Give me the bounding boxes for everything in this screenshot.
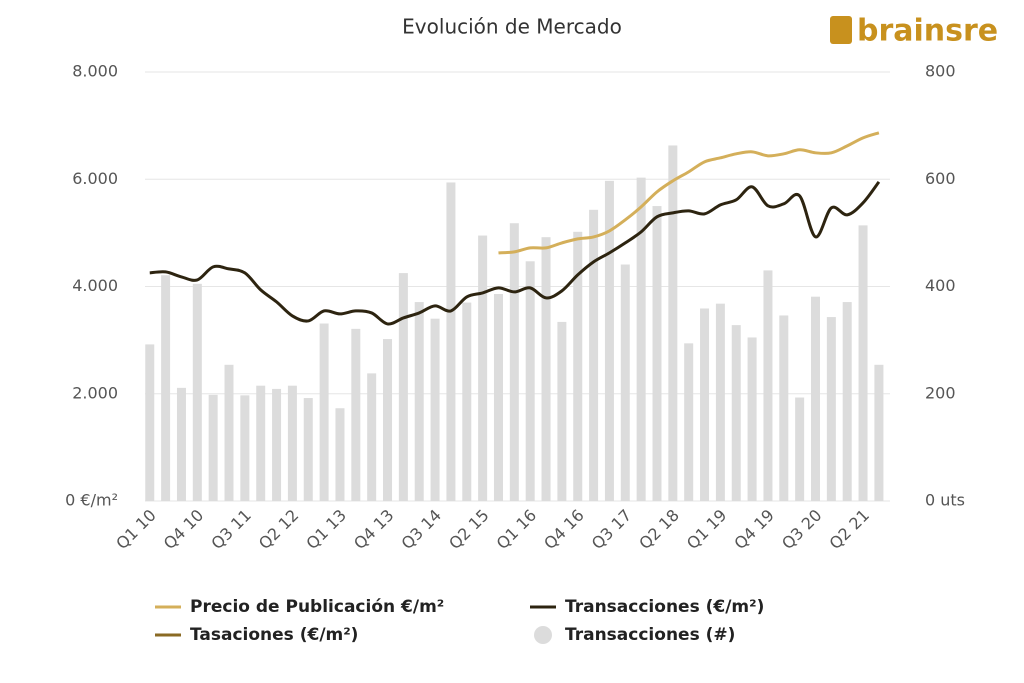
y-tick-label: 2.000: [72, 383, 118, 402]
y2-tick-label: 800: [925, 62, 956, 81]
y2-tick-label: 0 uts: [925, 491, 965, 510]
bar: [493, 294, 503, 501]
x-tick-label: Q1 19: [683, 506, 731, 554]
y2-tick-label: 200: [925, 383, 956, 402]
bar: [747, 337, 757, 501]
bar: [478, 235, 488, 501]
bar: [636, 177, 646, 502]
x-tick-label: Q3 14: [398, 506, 446, 554]
x-tick-label: Q2 12: [255, 506, 303, 554]
y2-tick-label: 400: [925, 276, 956, 295]
bar: [192, 283, 202, 501]
bar: [700, 308, 710, 501]
line: [149, 180, 881, 326]
bar: [795, 397, 805, 501]
line: [498, 131, 880, 255]
x-tick-label: Q4 16: [540, 506, 588, 554]
bar: [604, 180, 614, 501]
x-tick-label: Q2 21: [826, 506, 874, 554]
bar: [573, 231, 583, 502]
bar: [779, 315, 789, 501]
x-tick-label: Q3 17: [588, 506, 636, 554]
y-tick-label: 4.000: [72, 276, 118, 295]
x-tick-label: Q1 13: [302, 506, 350, 554]
bar: [303, 398, 313, 501]
bar: [224, 364, 234, 501]
bar: [335, 408, 345, 501]
legend-label: Transacciones (€/m²): [565, 597, 764, 617]
bar: [414, 302, 424, 501]
legend-swatch: [534, 626, 552, 644]
bar: [842, 302, 852, 501]
bar: [145, 344, 155, 501]
bar: [430, 318, 440, 501]
bar: [446, 182, 456, 501]
x-tick-label: Q2 15: [445, 506, 493, 554]
legend-label: Precio de Publicación €/m²: [190, 597, 444, 617]
x-tick-label: Q1 10: [112, 506, 160, 554]
legend-label: Transacciones (#): [565, 625, 735, 645]
bar: [874, 364, 884, 501]
bar: [287, 385, 297, 501]
bar: [398, 273, 408, 501]
logo-icon: [830, 16, 852, 44]
bar: [319, 323, 329, 501]
bar: [240, 395, 250, 501]
bar: [367, 373, 377, 501]
x-tick-label: Q4 10: [160, 506, 208, 554]
bar: [652, 206, 662, 501]
bar: [589, 209, 599, 501]
bar: [256, 385, 266, 501]
bar: [208, 394, 218, 501]
bar: [557, 321, 567, 501]
bar: [858, 225, 868, 501]
bar: [731, 325, 741, 501]
bar: [715, 303, 725, 501]
y-tick-label: 6.000: [72, 169, 118, 188]
bar: [272, 388, 282, 501]
logo: brainsre: [857, 14, 998, 49]
bar: [161, 275, 171, 501]
bar: [763, 270, 773, 501]
bar: [462, 302, 472, 501]
bar: [541, 237, 551, 502]
x-tick-label: Q1 16: [493, 506, 541, 554]
bar: [383, 339, 393, 501]
bar: [620, 264, 630, 501]
bar: [684, 343, 694, 501]
bar: [351, 328, 361, 501]
y-tick-label: 8.000: [72, 62, 118, 81]
bar: [509, 223, 519, 501]
x-tick-label: Q2 18: [635, 506, 683, 554]
x-tick-label: Q3 20: [778, 506, 826, 554]
y-tick-label: 0 €/m²: [65, 491, 118, 510]
x-tick-label: Q4 13: [350, 506, 398, 554]
x-tick-label: Q3 11: [207, 506, 255, 554]
legend-label: Tasaciones (€/m²): [190, 625, 358, 645]
bar: [811, 296, 820, 501]
x-tick-label: Q4 19: [730, 506, 778, 554]
chart-title: Evolución de Mercado: [402, 15, 622, 39]
bar: [668, 145, 678, 501]
bar: [176, 387, 186, 501]
bar: [826, 317, 836, 501]
bar: [525, 261, 535, 501]
y2-tick-label: 600: [925, 169, 956, 188]
